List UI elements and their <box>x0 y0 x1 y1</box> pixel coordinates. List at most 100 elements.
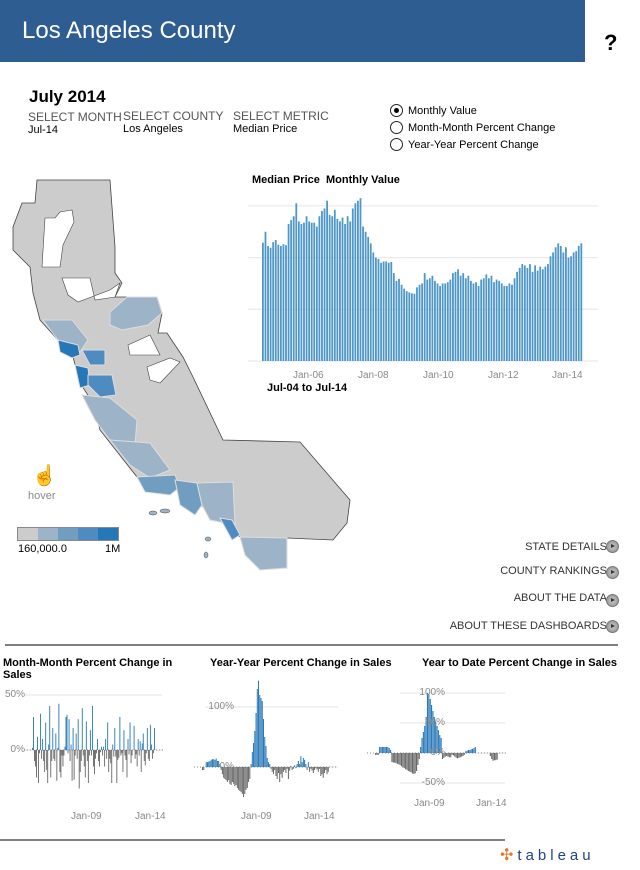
price-bar[interactable] <box>511 284 513 361</box>
negative-bar[interactable] <box>134 750 136 759</box>
price-bar[interactable] <box>364 231 367 361</box>
negative-bar[interactable] <box>282 767 284 772</box>
positive-bar[interactable] <box>123 730 125 750</box>
negative-bar[interactable] <box>128 750 130 755</box>
negative-bar[interactable] <box>46 750 48 770</box>
positive-bar[interactable] <box>33 717 34 750</box>
price-bar[interactable] <box>326 200 328 361</box>
negative-bar[interactable] <box>125 750 127 760</box>
price-bar[interactable] <box>387 262 390 361</box>
negative-bar[interactable] <box>47 750 49 783</box>
negative-bar[interactable] <box>241 767 243 794</box>
positive-bar[interactable] <box>388 748 390 753</box>
negative-bar[interactable] <box>104 750 106 767</box>
price-bar[interactable] <box>552 252 554 361</box>
negative-bar[interactable] <box>310 767 312 769</box>
negative-bar[interactable] <box>90 750 92 756</box>
negative-bar[interactable] <box>489 753 491 756</box>
negative-bar[interactable] <box>326 767 328 775</box>
negative-bar[interactable] <box>145 750 147 754</box>
negative-bar[interactable] <box>314 767 316 770</box>
negative-bar[interactable] <box>448 753 450 758</box>
positive-bar[interactable] <box>379 747 381 753</box>
negative-bar[interactable] <box>441 753 444 759</box>
negative-bar[interactable] <box>236 767 238 788</box>
negative-bar[interactable] <box>80 750 82 761</box>
positive-bar[interactable] <box>81 708 83 750</box>
negative-bar[interactable] <box>221 767 223 775</box>
positive-bar[interactable] <box>107 722 109 751</box>
price-bar[interactable] <box>523 265 526 361</box>
price-bar[interactable] <box>513 278 516 361</box>
price-bar[interactable] <box>380 262 382 361</box>
price-bar[interactable] <box>336 218 339 361</box>
negative-bar[interactable] <box>416 753 418 771</box>
positive-bar[interactable] <box>213 759 215 767</box>
price-bar[interactable] <box>344 223 346 361</box>
negative-bar[interactable] <box>43 750 45 761</box>
price-bar[interactable] <box>521 264 524 361</box>
price-bar[interactable] <box>464 278 467 361</box>
positive-bar[interactable] <box>383 747 385 753</box>
negative-bar[interactable] <box>240 767 242 793</box>
price-bar[interactable] <box>395 280 398 361</box>
price-bar[interactable] <box>282 244 285 361</box>
price-bar[interactable] <box>575 251 578 361</box>
negative-bar[interactable] <box>229 767 231 784</box>
negative-bar[interactable] <box>327 767 329 772</box>
positive-bar[interactable] <box>473 748 475 753</box>
radio-unselected-icon[interactable] <box>390 138 403 151</box>
positive-bar[interactable] <box>301 762 303 767</box>
negative-bar[interactable] <box>61 750 63 756</box>
positive-bar[interactable] <box>387 747 389 753</box>
positive-bar[interactable] <box>68 719 70 750</box>
positive-bar[interactable] <box>296 764 298 767</box>
negative-bar[interactable] <box>493 753 495 761</box>
positive-bar[interactable] <box>302 758 304 767</box>
positive-bar[interactable] <box>206 762 208 767</box>
positive-bar[interactable] <box>52 728 54 750</box>
positive-bar[interactable] <box>89 730 91 750</box>
negative-bar[interactable] <box>118 750 120 758</box>
positive-bar[interactable] <box>304 759 306 767</box>
positive-bar[interactable] <box>112 744 114 751</box>
negative-bar[interactable] <box>117 750 119 760</box>
negative-bar[interactable] <box>462 753 464 756</box>
positive-bar[interactable] <box>49 706 51 750</box>
positive-bar[interactable] <box>265 746 267 767</box>
positive-bar[interactable] <box>139 741 141 750</box>
negative-bar[interactable] <box>235 767 237 785</box>
negative-bar[interactable] <box>124 750 126 756</box>
positive-bar[interactable] <box>37 736 38 750</box>
positive-bar[interactable] <box>465 751 467 753</box>
price-bar[interactable] <box>536 270 539 361</box>
price-bar[interactable] <box>434 280 436 361</box>
select-metric-filter[interactable]: SELECT METRIC Median Price <box>233 109 329 135</box>
negative-bar[interactable] <box>309 767 311 772</box>
price-bar[interactable] <box>305 216 308 361</box>
price-bar[interactable] <box>541 269 544 361</box>
price-bar[interactable] <box>567 257 570 361</box>
negative-bar[interactable] <box>102 750 104 756</box>
positive-bar[interactable] <box>428 694 430 753</box>
negative-bar[interactable] <box>115 750 117 757</box>
negative-bar[interactable] <box>106 750 108 759</box>
price-bar[interactable] <box>475 282 477 361</box>
positive-bar[interactable] <box>466 750 468 753</box>
positive-bar[interactable] <box>214 759 216 767</box>
negative-bar[interactable] <box>36 750 37 778</box>
negative-bar[interactable] <box>63 750 65 756</box>
price-bar[interactable] <box>426 279 429 361</box>
price-bar[interactable] <box>346 216 349 361</box>
negative-bar[interactable] <box>239 767 241 791</box>
county-sonoma-napa[interactable] <box>42 319 89 353</box>
negative-bar[interactable] <box>450 753 452 758</box>
link-about-dashboards[interactable]: ABOUT THESE DASHBOARDS <box>449 620 607 632</box>
positive-bar[interactable] <box>424 726 426 753</box>
negative-bar[interactable] <box>100 750 102 753</box>
negative-bar[interactable] <box>82 750 84 756</box>
price-bar[interactable] <box>398 278 400 361</box>
negative-bar[interactable] <box>375 753 377 755</box>
negative-bar[interactable] <box>446 753 448 756</box>
price-bar[interactable] <box>310 222 313 361</box>
